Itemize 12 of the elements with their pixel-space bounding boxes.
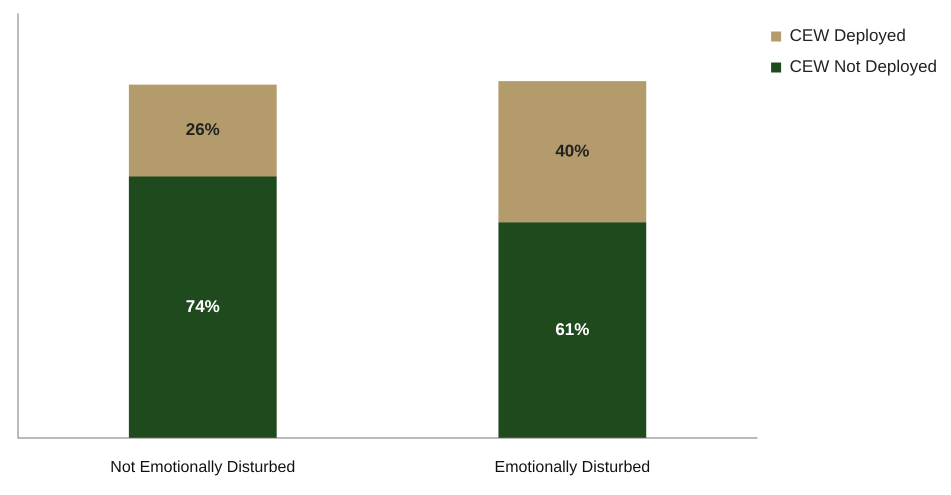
bar <box>128 176 277 438</box>
x-tick-label: Emotionally Disturbed <box>494 458 650 476</box>
legend-label: CEW Deployed <box>790 26 906 46</box>
data-label: 26% <box>186 120 220 140</box>
data-label: 74% <box>186 296 220 316</box>
x-tick-label: Not Emotionally Disturbed <box>110 458 296 476</box>
legend-label: CEW Not Deployed <box>790 57 937 76</box>
bar <box>128 84 277 176</box>
data-label: 40% <box>555 141 590 160</box>
bar <box>498 81 646 222</box>
data-label: 61% <box>555 320 590 339</box>
bar <box>498 222 646 438</box>
